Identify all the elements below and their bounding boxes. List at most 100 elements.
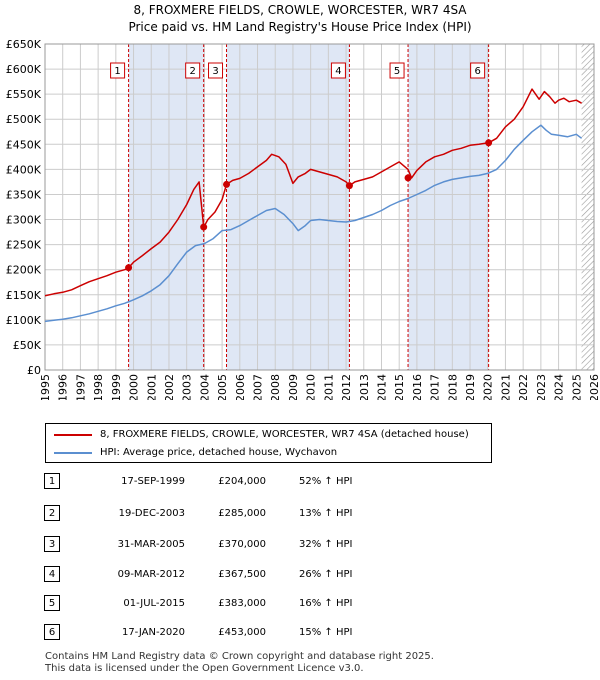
sale-number-box: [470, 62, 486, 79]
table-row: 6 17-JAN-2020 £453,000 15% ↑ HPI: [0, 624, 600, 642]
sale-number-badge: 2: [44, 505, 60, 521]
x-tick-label: 2001: [145, 374, 158, 400]
x-tick-label: 1998: [92, 374, 105, 400]
x-tick-label: 2004: [198, 374, 211, 400]
y-tick-label: £500K: [6, 113, 42, 126]
table-row: 4 09-MAR-2012 £367,500 26% ↑ HPI: [0, 566, 600, 584]
shaded-period: [226, 44, 350, 370]
sale-price: £383,000: [218, 598, 266, 609]
x-tick-label: 2016: [411, 374, 424, 400]
legend-label-hpi: HPI: Average price, detached house, Wych…: [100, 447, 338, 458]
sale-price: £453,000: [218, 627, 266, 638]
y-tick-label: £350K: [6, 188, 42, 201]
sale-number-box: [185, 62, 201, 79]
chart-title: 8, FROXMERE FIELDS, CROWLE, WORCESTER, W…: [133, 3, 467, 17]
x-tick-label: 2015: [393, 374, 406, 400]
sale-hpi-change: 32% ↑ HPI: [299, 539, 353, 550]
x-tick-label: 2014: [375, 374, 388, 400]
x-tick-label: 2024: [553, 374, 566, 400]
sale-number-box: [110, 62, 126, 79]
y-tick-label: £150K: [6, 289, 42, 302]
table-row: 5 01-JUL-2015 £383,000 16% ↑ HPI: [0, 595, 600, 613]
x-tick-label: 2022: [517, 374, 530, 400]
chart-subtitle: Price paid vs. HM Land Registry's House …: [128, 20, 472, 34]
sale-date: 01-JUL-2015: [123, 598, 185, 609]
x-tick-label: 2026: [588, 374, 600, 400]
sale-hpi-change: 16% ↑ HPI: [299, 598, 353, 609]
x-tick-label: 1995: [39, 374, 52, 400]
sale-date: 17-SEP-1999: [121, 476, 185, 487]
copyright-notice: Contains HM Land Registry data © Crown c…: [45, 651, 434, 662]
x-tick-label: 2013: [358, 374, 371, 400]
x-tick-label: 2009: [287, 374, 300, 400]
sale-number-badge: 3: [44, 536, 60, 552]
x-tick-label: 2002: [163, 374, 176, 400]
legend-label-property: 8, FROXMERE FIELDS, CROWLE, WORCESTER, W…: [100, 429, 469, 440]
sale-number-badge: 4: [44, 566, 60, 582]
x-tick-label: 2023: [535, 374, 548, 400]
legend-line-property: [54, 434, 92, 436]
sale-date: 09-MAR-2012: [117, 569, 185, 580]
x-tick-label: 2018: [446, 374, 459, 400]
sale-price: £285,000: [218, 508, 266, 519]
sale-point: [485, 139, 493, 147]
sale-price: £367,500: [218, 569, 266, 580]
series-group: [45, 88, 583, 323]
y-tick-label: £200K: [6, 264, 42, 277]
table-row: 1 17-SEP-1999 £204,000 52% ↑ HPI: [0, 473, 600, 491]
x-tick-label: 2006: [234, 374, 247, 400]
plot-border: [44, 43, 595, 371]
sale-point: [223, 180, 231, 188]
x-tick-label: 2010: [305, 374, 318, 400]
y-tick-label: £300K: [6, 214, 42, 227]
x-tick-label: 2000: [128, 374, 141, 400]
sale-number-label: 1: [114, 66, 120, 77]
sale-number-box: [208, 62, 224, 79]
sale-date: 19-DEC-2003: [118, 508, 185, 519]
y-tick-label: £0: [27, 364, 41, 377]
sale-hpi-change: 13% ↑ HPI: [299, 508, 353, 519]
sale-number-label: 2: [189, 66, 195, 77]
x-tick-label: 1996: [57, 374, 70, 400]
y-tick-label: £100K: [6, 314, 42, 327]
hpi-line: [45, 124, 583, 323]
sale-number-badge: 1: [44, 473, 60, 489]
sale-price: £370,000: [218, 539, 266, 550]
x-tick-label: 2005: [216, 374, 229, 400]
sale-point: [345, 182, 353, 190]
sale-number-label: 4: [335, 66, 341, 77]
sale-date: 17-JAN-2020: [121, 627, 185, 638]
y-tick-label: £50K: [13, 339, 42, 352]
x-tick-label: 2020: [482, 374, 495, 400]
x-tick-label: 2017: [429, 374, 442, 400]
x-tick-label: 2019: [464, 374, 477, 400]
chart-legend: 8, FROXMERE FIELDS, CROWLE, WORCESTER, W…: [45, 423, 492, 463]
y-tick-label: £450K: [6, 138, 42, 151]
sale-number-box: [389, 62, 405, 79]
table-row: 3 31-MAR-2005 £370,000 32% ↑ HPI: [0, 536, 600, 554]
sale-number-label: 5: [394, 66, 400, 77]
hatched-region: [581, 44, 594, 370]
x-tick-label: 1999: [110, 374, 123, 400]
sale-point: [125, 264, 133, 272]
x-tick-label: 2008: [269, 374, 282, 400]
sale-date: 31-MAR-2005: [117, 539, 185, 550]
y-tick-label: £400K: [6, 163, 42, 176]
sale-point: [200, 223, 208, 231]
sale-number-box: [330, 62, 346, 79]
sale-hpi-change: 15% ↑ HPI: [299, 627, 353, 638]
x-tick-label: 2021: [499, 374, 512, 400]
sale-hpi-change: 52% ↑ HPI: [299, 476, 353, 487]
licence-notice: This data is licensed under the Open Gov…: [45, 663, 364, 674]
legend-line-hpi: [54, 452, 92, 454]
sale-point: [404, 174, 412, 182]
sale-number-label: 3: [212, 66, 218, 77]
sale-number-label: 6: [474, 66, 480, 77]
y-tick-label: £600K: [6, 63, 42, 76]
shaded-period: [408, 44, 489, 370]
property-price-line: [45, 88, 582, 297]
sale-number-badge: 6: [44, 624, 60, 640]
sale-number-badge: 5: [44, 595, 60, 611]
y-tick-label: £250K: [6, 239, 42, 252]
x-tick-label: 2007: [252, 374, 265, 400]
